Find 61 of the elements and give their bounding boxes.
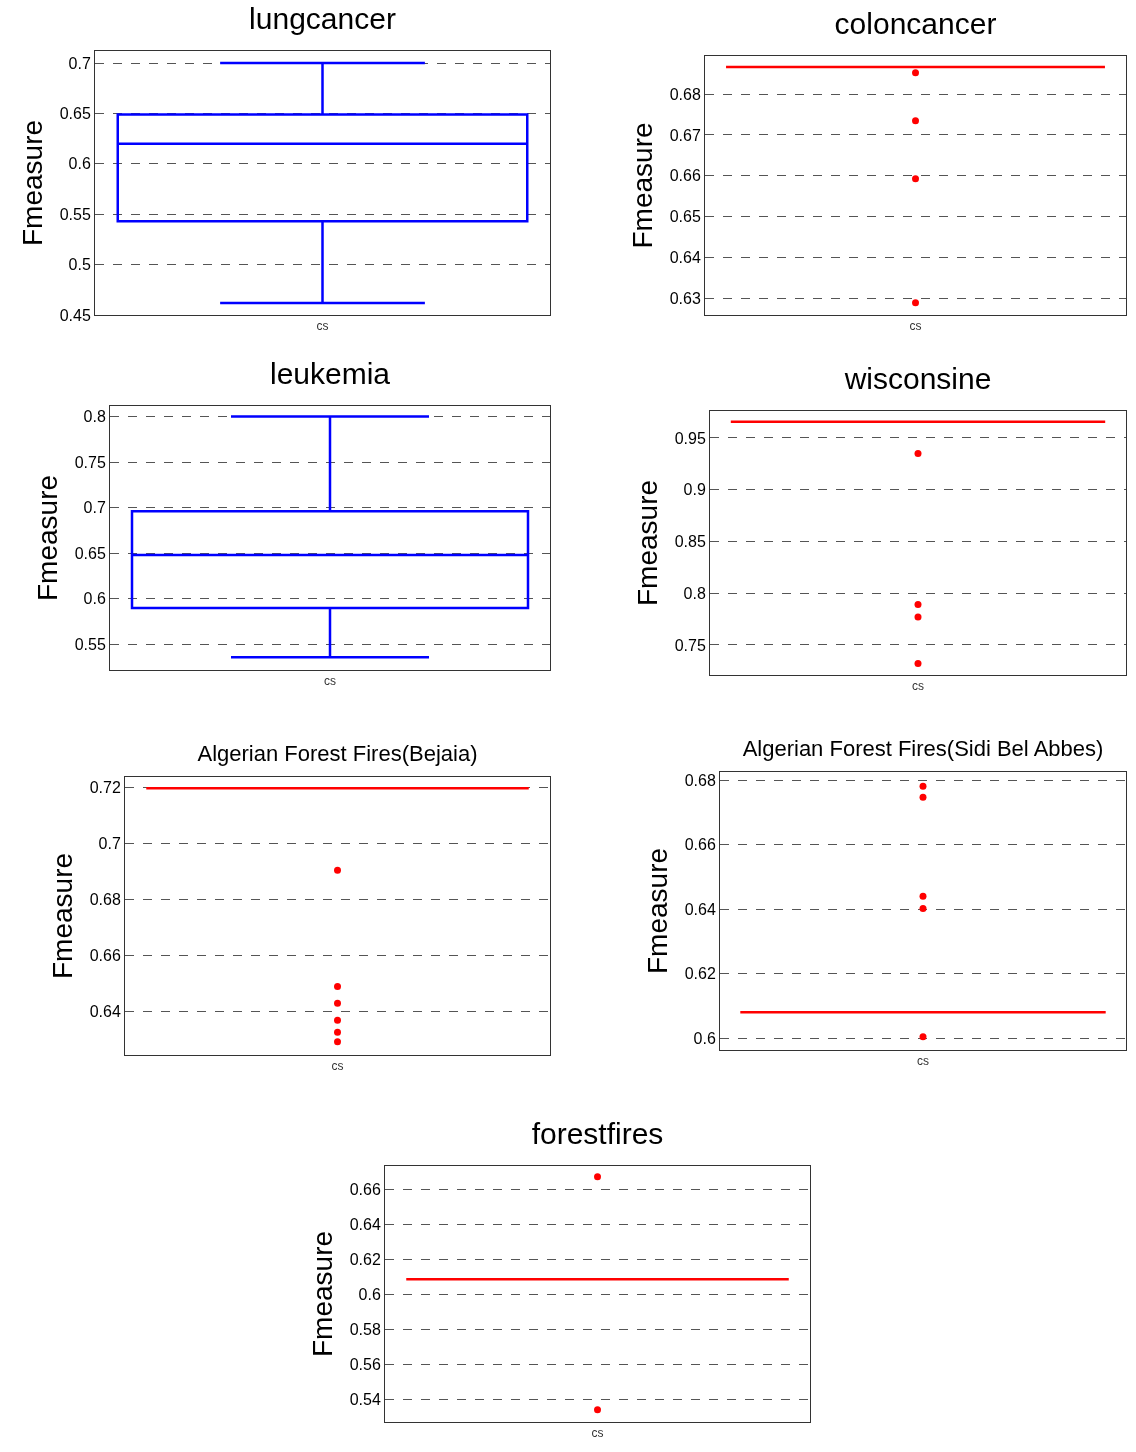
y-axis-title: Fmeasure <box>17 119 49 247</box>
y-tick-label: 0.8 <box>83 408 106 426</box>
y-tick-label: 0.7 <box>68 54 91 72</box>
y-tick-label: 0.7 <box>98 834 121 852</box>
y-tick-label: 0.64 <box>669 249 701 267</box>
chart-title: leukemia <box>269 356 391 390</box>
y-tick-label: 0.85 <box>674 533 706 551</box>
y-axis-title: Fmeasure <box>632 479 664 607</box>
y-tick-label: 0.63 <box>669 290 701 308</box>
chart-title: Algerian Forest Fires(Bejaia) <box>197 740 478 766</box>
y-tick-label: 0.65 <box>59 105 91 123</box>
y-tick-label: 0.6 <box>693 1029 716 1047</box>
chart-title: Algerian Forest Fires(Sidi Bel Abbes) <box>742 735 1104 761</box>
y-tick-label: 0.68 <box>669 85 701 103</box>
y-axis-title: Fmeasure <box>642 847 674 975</box>
y-axis-title: Fmeasure <box>307 1230 339 1358</box>
chart-title: wisconsine <box>843 361 992 395</box>
y-tick-label: 0.75 <box>674 636 706 654</box>
y-tick-label: 0.66 <box>89 947 121 965</box>
chart-title: forestfires <box>531 1116 664 1150</box>
y-tick-label: 0.5 <box>68 256 91 274</box>
x-tick-label: cs <box>591 1426 604 1441</box>
x-tick-label: cs <box>316 319 329 334</box>
y-axis-title: Fmeasure <box>32 474 64 602</box>
y-axis-title: Fmeasure <box>47 852 79 980</box>
y-tick-label: 0.62 <box>349 1250 381 1268</box>
y-tick-label: 0.95 <box>674 429 706 447</box>
y-tick-label: 0.66 <box>669 167 701 185</box>
y-tick-label: 0.65 <box>669 208 701 226</box>
y-tick-label: 0.66 <box>684 836 716 854</box>
y-tick-label: 0.68 <box>89 891 121 909</box>
x-tick-label: cs <box>324 674 336 689</box>
y-axis-title: Fmeasure <box>627 122 659 249</box>
y-tick-label: 0.6 <box>83 590 106 608</box>
x-tick-label: cs <box>912 679 924 694</box>
y-tick-label: 0.68 <box>684 771 716 789</box>
y-tick-label: 0.62 <box>684 965 716 983</box>
y-tick-label: 0.9 <box>683 481 706 499</box>
y-tick-label: 0.64 <box>89 1003 121 1021</box>
y-tick-label: 0.58 <box>349 1320 381 1338</box>
y-tick-label: 0.75 <box>74 453 106 471</box>
chart-title: lungcancer <box>249 1 396 35</box>
x-tick-label: cs <box>331 1059 344 1074</box>
x-tick-label: cs <box>909 319 922 334</box>
y-tick-label: 0.65 <box>74 544 106 562</box>
chart-title: coloncancer <box>834 6 997 40</box>
y-tick-label: 0.6 <box>68 155 91 173</box>
y-tick-label: 0.55 <box>59 205 91 223</box>
y-tick-label: 0.8 <box>683 584 706 602</box>
y-tick-label: 0.56 <box>349 1355 381 1373</box>
y-tick-label: 0.54 <box>349 1390 381 1408</box>
y-tick-label: 0.64 <box>684 900 716 918</box>
y-tick-label: 0.72 <box>89 778 121 796</box>
y-tick-label: 0.67 <box>669 126 701 144</box>
y-tick-label: 0.6 <box>358 1285 381 1303</box>
y-tick-label: 0.45 <box>59 306 91 324</box>
y-tick-label: 0.64 <box>349 1215 381 1233</box>
y-tick-label: 0.66 <box>349 1180 381 1198</box>
y-tick-label: 0.55 <box>74 636 106 654</box>
x-tick-label: cs <box>917 1054 929 1069</box>
y-tick-label: 0.7 <box>83 499 106 517</box>
